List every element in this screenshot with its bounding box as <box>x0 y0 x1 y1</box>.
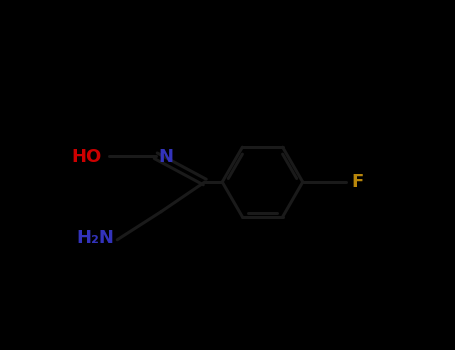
Text: H₂N: H₂N <box>76 229 115 247</box>
Text: N: N <box>158 148 173 167</box>
Text: HO: HO <box>71 148 101 167</box>
Text: F: F <box>352 173 364 191</box>
